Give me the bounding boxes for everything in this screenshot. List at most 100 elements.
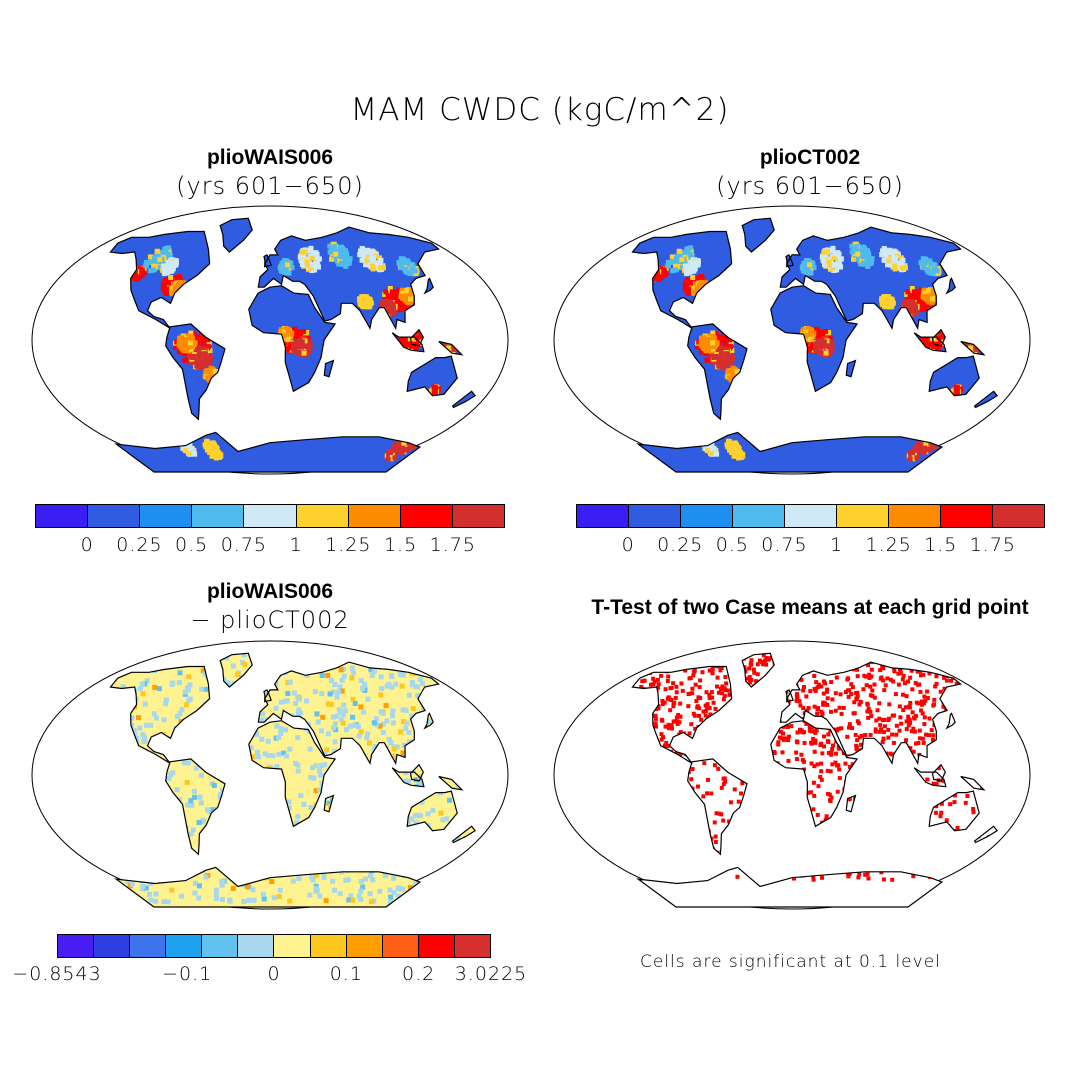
coastline [409,328,424,347]
colorbar-swatch [836,505,888,527]
coastline [928,355,980,397]
coastline [770,285,859,393]
colorbar-swatch [399,505,452,527]
colorbar-tick-label: 0.2 [402,963,436,985]
coastline [945,712,956,730]
coastline [114,431,422,473]
coastline [973,390,998,409]
colorbar-tick-label: 0.25 [116,534,163,556]
colorbar-swatch [680,505,732,527]
coastline [219,652,253,688]
coastline [631,665,733,764]
colorbar-swatch [58,935,94,957]
colorbar-swatch [237,935,274,957]
coastline [451,390,476,409]
coastline [785,689,794,703]
colorbar-swatch [628,505,680,527]
coastline [219,217,253,253]
colorbar-plioWAIS006-ticks: 0 0.25 0.5 0.75 1 1.25 1.5 1.75 [35,534,505,558]
coastline [391,767,425,788]
coastline [423,277,434,295]
colorbar-tick-label: 0.5 [175,534,209,556]
colorbar-swatch [347,505,400,527]
colorbar-swatch [451,505,504,527]
coastline [913,332,947,353]
coastline [779,661,962,766]
coastline [741,652,775,688]
coastline [165,758,226,856]
colorbar-swatch [165,935,202,957]
map-plioWAIS006 [31,205,509,475]
map-frame [31,640,509,910]
coastline [109,230,211,329]
coastline [770,720,859,828]
colorbar-difference-ticks: −0.8543 −0.1 0 0.1 0.2 3.0225 [12,963,526,987]
colorbar-tick-label: 1.25 [325,534,372,556]
colorbar-tick-label: 0.75 [761,534,808,556]
coastline [928,790,980,832]
coastline [114,866,422,908]
colorbar-swatch [577,505,628,527]
coastline [687,758,748,856]
panel-1-title: plioWAIS006 [206,146,334,169]
map-plioCT002 [553,205,1031,475]
panel-2-subtitle: (yrs 601−650) [716,172,904,200]
coastline [631,230,733,329]
colorbar-plioWAIS006 [35,504,505,528]
colorbar-swatch [243,505,296,527]
colorbar-tick-label: 0.1 [329,963,363,985]
colorbar-swatch [87,505,140,527]
coastline [451,825,476,844]
colorbar-swatch [381,935,418,957]
coastline [423,712,434,730]
panel-1-subtitle: (yrs 601−650) [176,172,364,200]
colorbar-tick-label: 1.75 [969,534,1017,556]
colorbar-swatch [784,505,836,527]
colorbar-tick-label: 1 [830,534,844,556]
coastline [257,661,440,766]
map-frame [553,640,1031,910]
colorbar-tick-label: 0.75 [220,534,268,556]
colorbar-tick-label: 0 [267,963,281,985]
map-difference [31,640,509,910]
colorbar-tick-label: 0.5 [715,534,749,556]
coastline [741,217,775,253]
colorbar-tick-label: 1.5 [383,534,418,556]
coastline [257,226,440,331]
coastline [406,355,458,397]
coastline [945,277,956,295]
panel-2-title: plioCT002 [759,146,861,169]
coastline [248,720,337,828]
colorbar-plioCT002-ticks: 0 0.25 0.5 0.75 1 1.25 1.5 1.75 [576,534,1045,558]
colorbar-tick-label: 1.75 [429,534,476,556]
colorbar-tick-label: −0.1 [162,963,213,985]
panel-3-title: plioWAIS006 [206,580,334,603]
colorbar-tick-label: 0.25 [657,534,704,556]
colorbar-tick-label: −0.8543 [12,963,102,985]
coastline [845,794,857,813]
coastline [687,323,748,421]
colorbar-swatch [191,505,244,527]
coastline [263,254,272,268]
coastline [785,254,794,268]
colorbar-swatch [453,935,490,957]
coastline [931,328,946,347]
colorbar-tick-label: 1.25 [865,534,912,556]
colorbar-tick-label: 3.0225 [454,963,528,985]
coastline [165,323,226,421]
coastline [438,340,464,356]
colorbar-tick-label: 1.5 [924,534,958,556]
panel-3-subtitle: − plioCT002 [190,606,350,634]
coastline [109,665,211,764]
coastline [409,763,424,782]
coastline [391,332,425,353]
map-ttest [553,640,1031,910]
map-frame [31,205,509,475]
coastline [636,866,944,908]
coastline [931,763,946,782]
map-frame [553,205,1031,475]
coastline [263,689,272,703]
colorbar-tick-label: 0 [621,534,635,556]
colorbar-swatch [417,935,454,957]
colorbar-swatch [36,505,88,527]
